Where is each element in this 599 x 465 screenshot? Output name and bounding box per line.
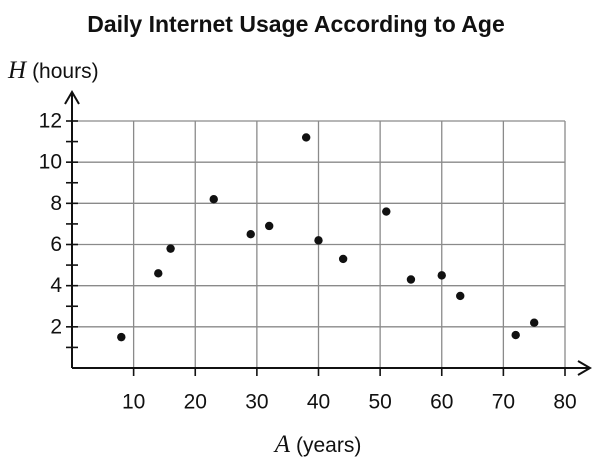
x-tick-label: 40 [307, 391, 330, 414]
y-tick-label: 8 [50, 192, 62, 215]
points [117, 133, 539, 342]
y-axis-variable: H [7, 57, 28, 84]
point [154, 269, 163, 278]
point [301, 133, 311, 142]
grid [72, 120, 566, 368]
point [456, 291, 465, 301]
point [529, 318, 539, 327]
x-tick-label: 30 [245, 391, 268, 414]
point [382, 207, 391, 216]
x-axis-unit: (years) [296, 434, 361, 457]
axes [64, 90, 592, 376]
point [406, 275, 416, 284]
point [314, 236, 323, 245]
point [437, 271, 446, 280]
point [246, 230, 255, 239]
x-tick-label: 70 [492, 391, 515, 414]
x-tick-label: 20 [184, 391, 207, 414]
chart-title: Daily Internet Usage According to Age [87, 11, 504, 37]
x-tick-label: 80 [553, 391, 576, 414]
point [117, 332, 126, 342]
point [166, 244, 175, 253]
x-tick-label: 50 [368, 391, 391, 414]
point [265, 221, 274, 231]
y-tick-label: 12 [39, 110, 62, 133]
x-tick-label: 10 [122, 391, 145, 414]
y-tick-label: 4 [50, 274, 62, 297]
point [511, 330, 520, 340]
x-tick-label: 60 [430, 391, 453, 414]
y-axis-arrow [64, 90, 80, 105]
point [209, 195, 218, 204]
x-axis-arrow [577, 360, 592, 376]
y-tick-label: 2 [50, 315, 62, 338]
x-axis-variable: A [273, 431, 291, 458]
y-tick-label: 6 [50, 233, 62, 256]
y-axis-unit: (hours) [32, 60, 99, 83]
x-axis-label: A (years) [273, 431, 362, 458]
y-tick-label: 10 [39, 151, 62, 174]
y-axis-label: H (hours) [7, 57, 99, 84]
point [338, 254, 348, 264]
